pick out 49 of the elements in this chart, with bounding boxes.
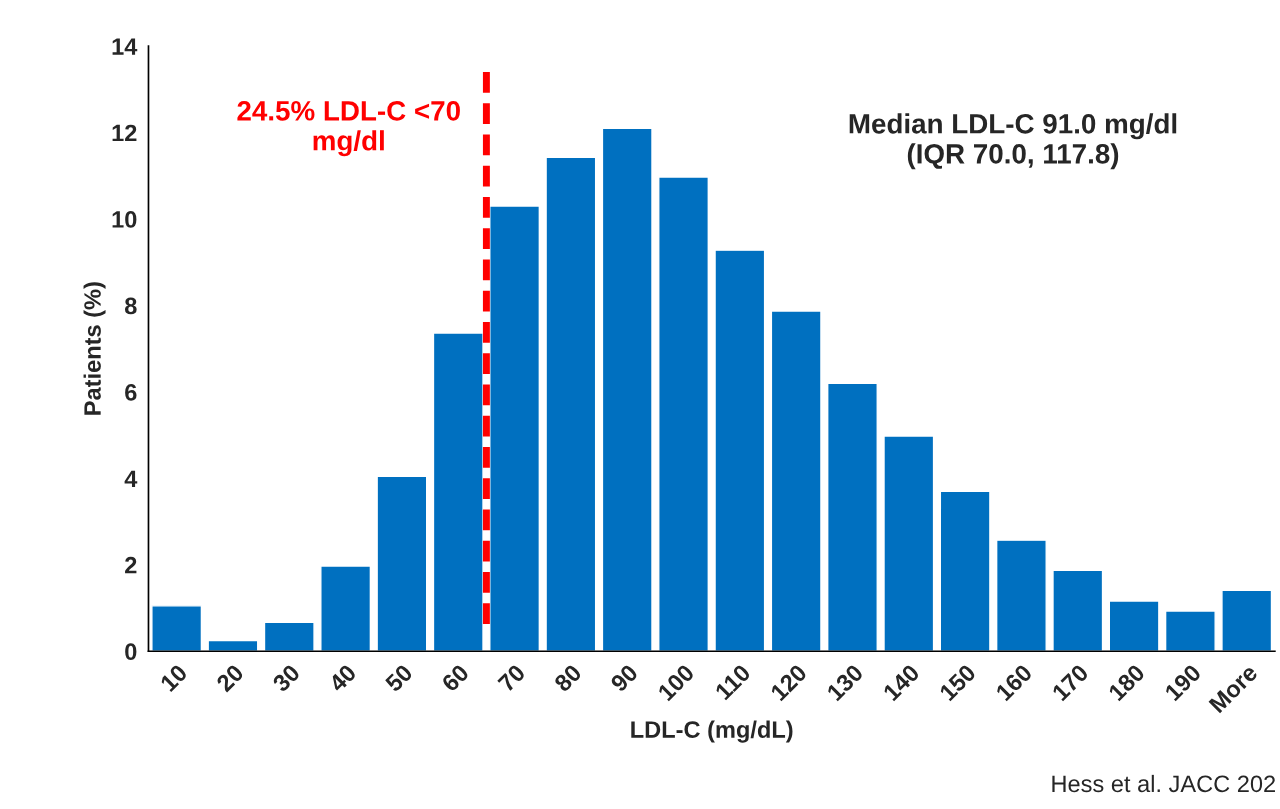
x-tick-label: 80 [553, 663, 583, 693]
annotation: Median LDL-C 91.0 mg/dl (IQR 70.0, 117.8) [849, 113, 1177, 170]
bar [714, 249, 766, 652]
bar [1052, 569, 1104, 652]
bar [151, 605, 203, 652]
x-tick-label: 10 [159, 663, 189, 693]
x-tick-label: 100 [657, 663, 696, 702]
bar [883, 435, 935, 652]
y-tick-label: 6 [125, 383, 137, 401]
x-tick-label: 30 [271, 663, 301, 693]
x-tick-label: 50 [384, 663, 414, 693]
x-tick-label: 140 [882, 663, 921, 702]
x-tick-label: 130 [826, 663, 865, 702]
y-axis-title: Patients (%) [83, 282, 106, 415]
x-axis-title: LDL-C (mg/dL) [631, 720, 793, 743]
x-tick-label: 150 [938, 663, 977, 702]
x-tick-label: 70 [497, 663, 527, 693]
x-tick-label: 120 [769, 663, 808, 702]
bar [601, 127, 653, 652]
x-tick-label: 60 [440, 663, 470, 693]
y-tick-label: 10 [112, 211, 137, 228]
bar [658, 176, 709, 652]
x-tick-label: 40 [327, 663, 358, 693]
x-tick-label: 180 [1107, 663, 1146, 702]
x-tick-label: 90 [609, 663, 639, 693]
bar [320, 565, 372, 652]
bar [827, 382, 878, 652]
bar [1164, 610, 1216, 652]
text: Hess et al. JACC 202 [1052, 774, 1275, 793]
bar [1221, 589, 1273, 652]
y-tick-label: 0 [125, 643, 137, 661]
x-tick-label: 20 [215, 663, 245, 693]
x-tick-label: 160 [995, 663, 1034, 702]
bar [263, 621, 315, 652]
y-tick-label: 14 [112, 38, 138, 55]
y-tick-label: 2 [125, 556, 137, 574]
ref-line-label: 24.5% LDL-C <70 mg/dl [237, 101, 460, 157]
bar [939, 490, 991, 652]
bar [770, 310, 822, 652]
bar [376, 475, 428, 652]
bar [545, 156, 597, 652]
bar [1108, 600, 1160, 652]
x-tick-label: 170 [1051, 663, 1090, 702]
y-tick-label: 8 [124, 297, 137, 315]
bar [995, 539, 1047, 652]
x-tick-label: 190 [1164, 663, 1202, 702]
y-tick-label: 12 [112, 124, 137, 142]
x-tick-label: 110 [714, 663, 752, 701]
y-tick-label: 4 [124, 470, 138, 487]
